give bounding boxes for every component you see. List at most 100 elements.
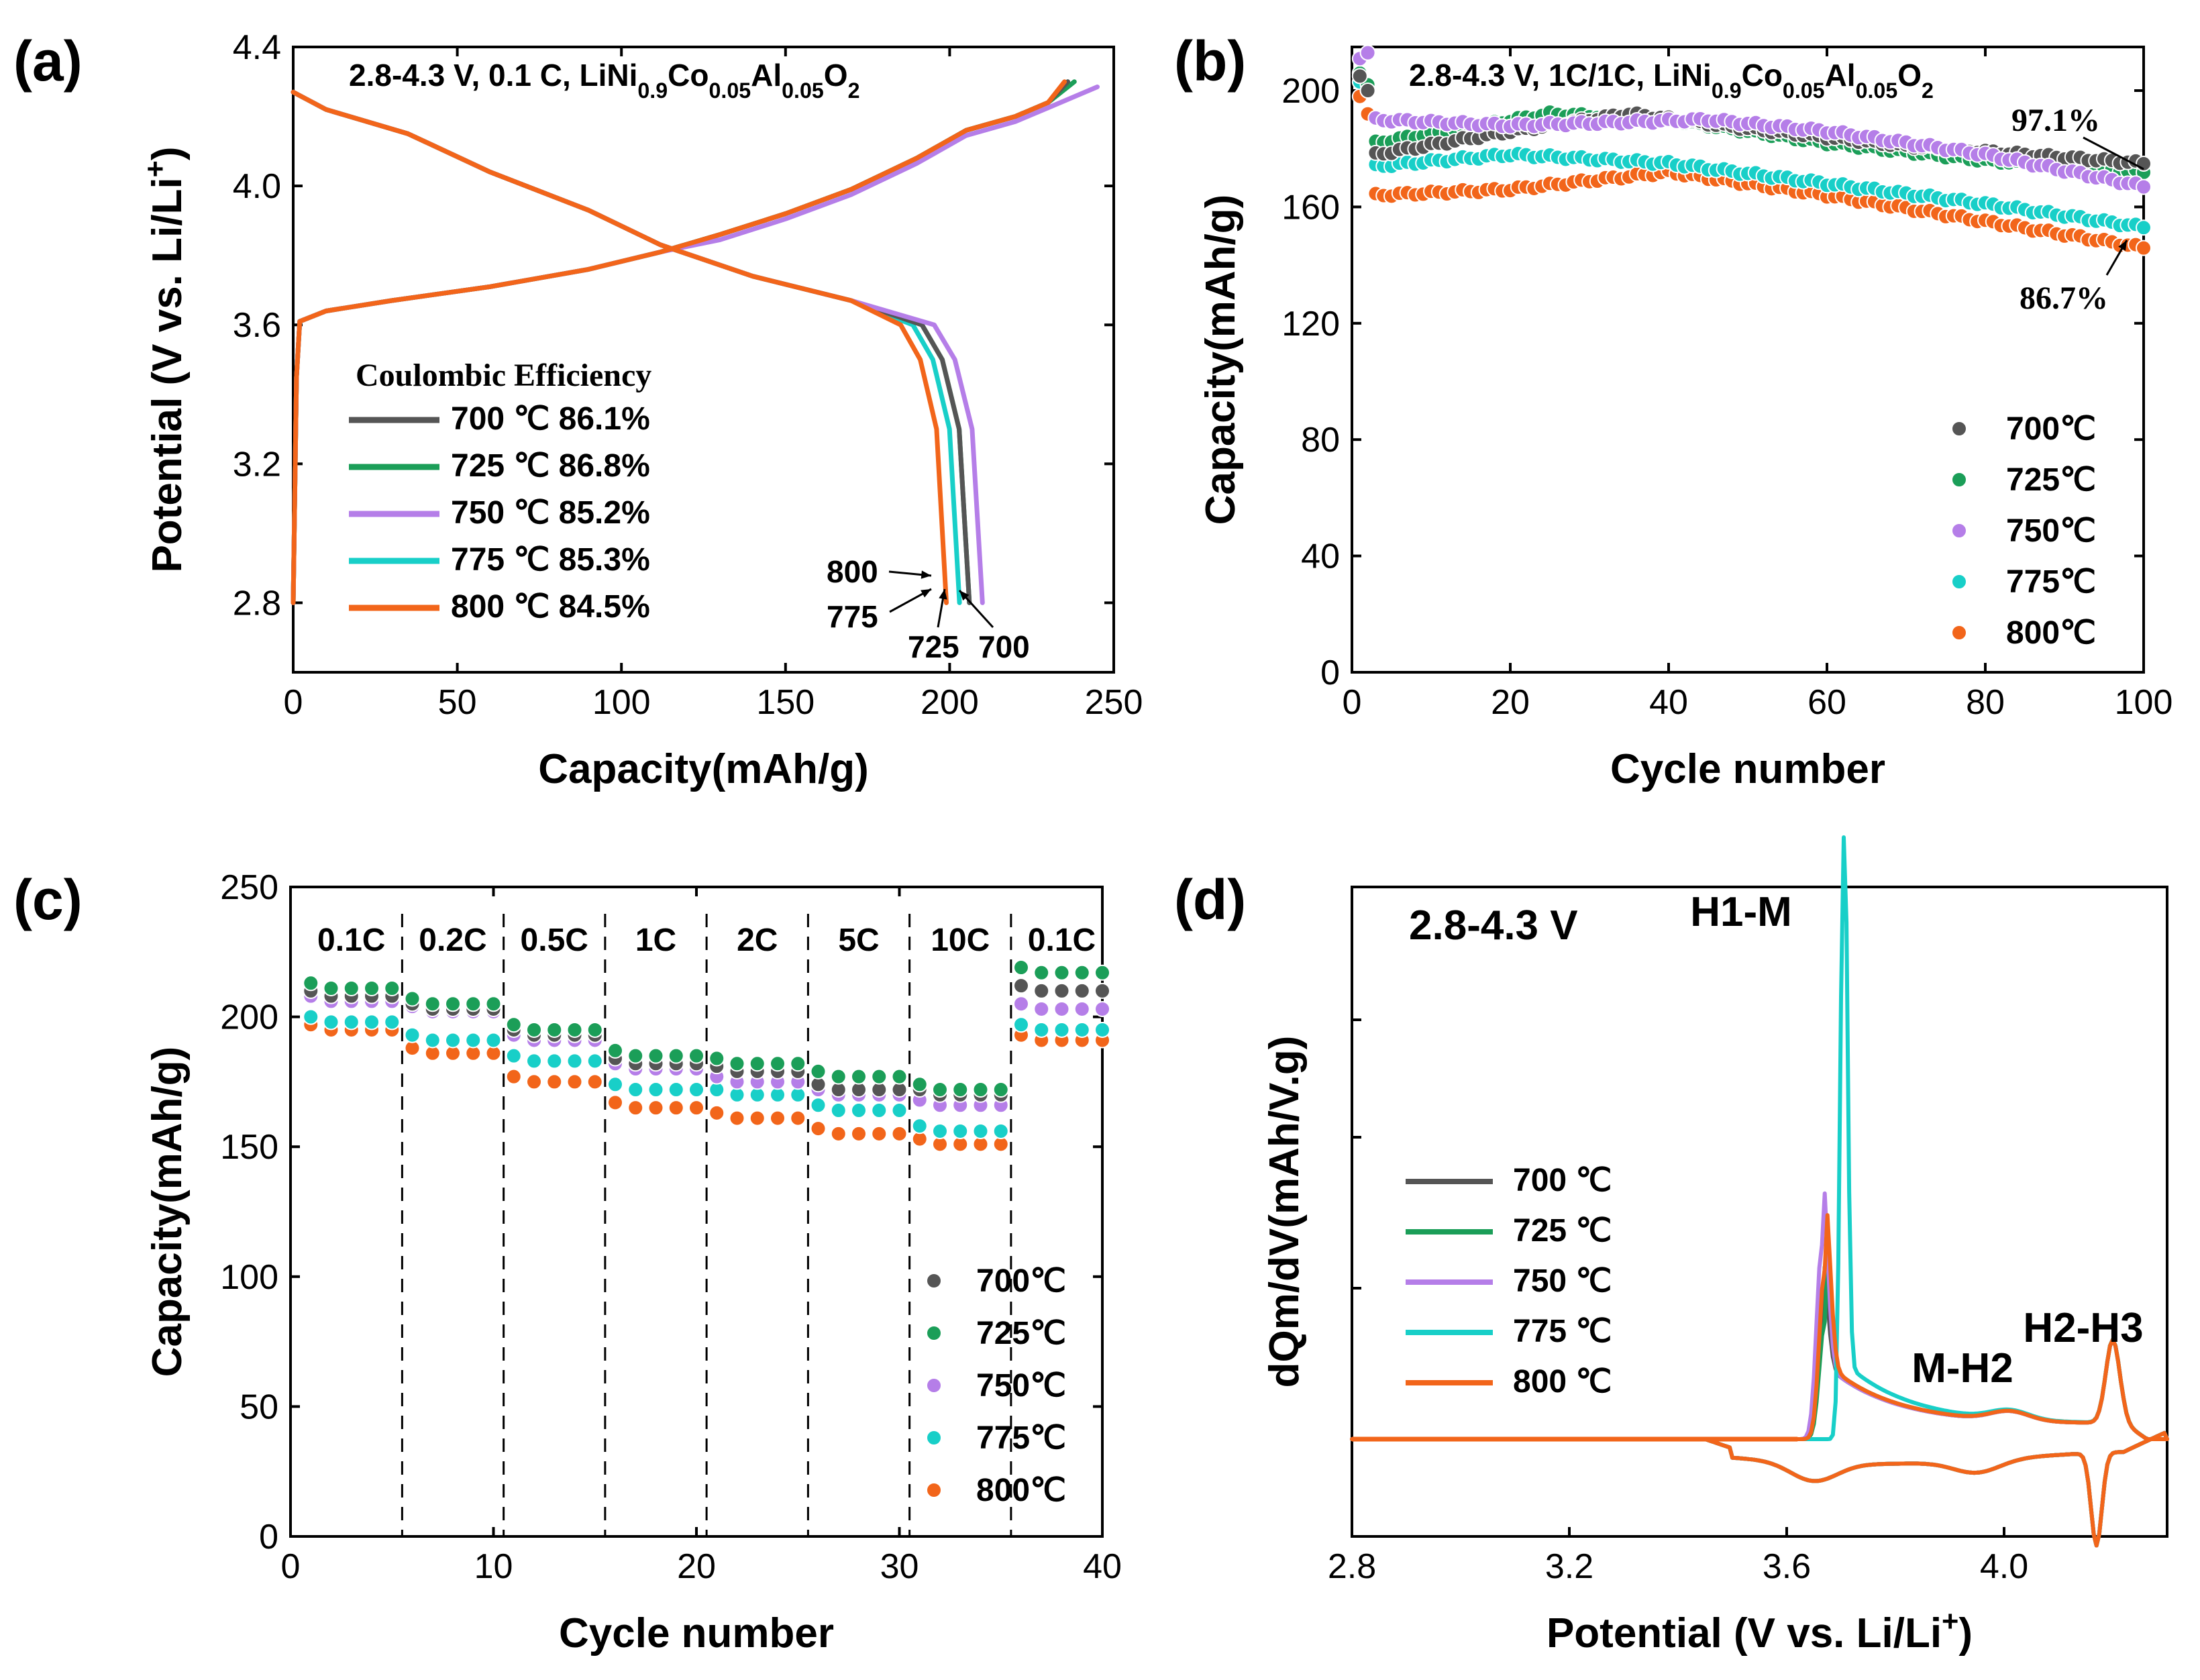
annotation-arrow-725-head xyxy=(939,589,947,600)
rate-point-800 xyxy=(770,1110,786,1126)
annotation-line-high xyxy=(2083,136,2144,170)
rate-point-725 xyxy=(1033,964,1050,981)
rate-point-725 xyxy=(445,996,461,1012)
rate-point-725 xyxy=(586,1021,603,1038)
rate-point-775 xyxy=(810,1097,827,1114)
rate-point-725 xyxy=(1094,964,1110,981)
rate-point-750 xyxy=(1033,1000,1050,1017)
rate-point-725 xyxy=(729,1055,745,1072)
y-axis-label-part: ) xyxy=(144,146,191,160)
rate-point-775 xyxy=(586,1053,603,1069)
rate-point-725 xyxy=(830,1068,847,1085)
y-tick-label: 200 xyxy=(1281,72,1340,111)
rate-label: 2C xyxy=(737,923,778,958)
y-tick-label: 2.8 xyxy=(233,584,281,623)
condition-label-part: O xyxy=(824,58,848,93)
discharge-dqdv-750 xyxy=(1350,1430,2169,1548)
legend-label-700: 700℃ xyxy=(2006,411,2096,447)
rate-point-725 xyxy=(546,1021,563,1038)
charge-curve-700 xyxy=(291,79,1070,605)
condition-label-part: Co xyxy=(668,58,709,93)
legend-label-700: 700℃ xyxy=(976,1263,1066,1299)
rate-point-775 xyxy=(647,1082,664,1098)
plot-frame xyxy=(292,46,1115,674)
rate-point-800 xyxy=(607,1094,623,1111)
legend-label-750: 750℃ xyxy=(2006,513,2096,549)
annotation-800: 800 xyxy=(827,554,878,589)
y-axis-label: Capacity(mAh/g) xyxy=(1198,195,1244,525)
condition-label-part: 0.05 xyxy=(709,78,751,103)
rate-point-775 xyxy=(668,1082,684,1098)
condition-label-part: 2.8-4.3 V, 1C/1C, LiNi xyxy=(1409,58,1712,93)
x-axis-label: Cycle number xyxy=(1610,746,1885,792)
legend-marker-800 xyxy=(926,1482,942,1498)
rate-point-725 xyxy=(709,1050,725,1067)
charge-dqdv-700 xyxy=(1350,1265,2169,1441)
condition-label-part: Al xyxy=(751,58,782,93)
rate-point-725 xyxy=(465,996,482,1012)
charge-curve-800 xyxy=(291,79,1067,605)
legend-label-800: 800℃ xyxy=(976,1473,1066,1508)
panel-label: (d) xyxy=(1174,868,1246,931)
rate-point-775 xyxy=(1094,1021,1110,1038)
y-tick-label: 0 xyxy=(1320,653,1340,692)
x-tick-label: 20 xyxy=(1491,683,1530,722)
rate-point-800 xyxy=(566,1073,583,1090)
rate-point-775 xyxy=(952,1122,969,1139)
x-tick-label: 100 xyxy=(2115,683,2173,722)
rate-point-775 xyxy=(627,1082,644,1098)
legend-label-800: 800 ℃ xyxy=(1513,1364,1612,1400)
legend-label-800: 800℃ xyxy=(2006,615,2096,651)
panel-label: (b) xyxy=(1174,30,1246,93)
plot-frame xyxy=(1351,46,2145,674)
rate-point-700 xyxy=(1033,982,1050,999)
rate-point-775 xyxy=(932,1122,948,1139)
rate-point-800 xyxy=(871,1125,888,1142)
rate-point-775 xyxy=(688,1082,704,1098)
x-axis-label: Cycle number xyxy=(559,1610,834,1657)
legend-marker-725 xyxy=(1951,472,1967,488)
panel-c: 0 10 20 30 40 0 50 100 150 200 250 Cycle number Capa… xyxy=(13,868,1122,1657)
x-tick-label: 150 xyxy=(756,683,815,722)
discharge-dqdv-800 xyxy=(1350,1430,2169,1548)
first-cycle-point-750 xyxy=(1359,44,1376,61)
y-tick-label: 0 xyxy=(259,1518,278,1557)
y-axis-label: Capacity(mAh/g) xyxy=(144,1047,191,1377)
rate-point-775 xyxy=(546,1053,563,1069)
legend-marker-750 xyxy=(926,1377,942,1394)
x-axis-label: Capacity(mAh/g) xyxy=(538,746,869,792)
condition-label-part: Co xyxy=(1742,58,1783,93)
legend-label-750: 750℃ xyxy=(976,1368,1066,1404)
rate-point-725 xyxy=(323,980,339,997)
rate-point-700 xyxy=(1094,982,1110,999)
y-axis-label: Potential (V vs. Li/Li+) xyxy=(140,146,191,572)
rate-point-775 xyxy=(992,1122,1009,1139)
annotation-775: 775 xyxy=(827,599,878,634)
x-tick-label: 100 xyxy=(592,683,651,722)
peak-label-m-h2: M-H2 xyxy=(1911,1345,2013,1392)
x-tick-label: 20 xyxy=(677,1547,716,1586)
rate-point-775 xyxy=(851,1102,867,1118)
legend-marker-775 xyxy=(1951,574,1967,590)
condition-label-part: 0.9 xyxy=(637,78,668,103)
y-tick-label: 50 xyxy=(240,1387,278,1426)
y-tick-label: 250 xyxy=(220,868,278,907)
rate-point-725 xyxy=(972,1082,989,1098)
legend-label-725: 725 ℃ xyxy=(1513,1213,1612,1249)
rate-point-775 xyxy=(343,1014,360,1031)
legend-marker-700 xyxy=(1951,421,1967,437)
rate-point-725 xyxy=(952,1082,969,1098)
rate-point-775 xyxy=(911,1118,928,1135)
rate-point-750 xyxy=(1094,1000,1110,1017)
x-tick-label: 4.0 xyxy=(1980,1547,2028,1586)
y-tick-label: 160 xyxy=(1281,188,1340,227)
x-tick-label: 200 xyxy=(921,683,979,722)
x-tick-label: 40 xyxy=(1083,1547,1122,1586)
rate-point-725 xyxy=(627,1047,644,1064)
x-tick-label: 250 xyxy=(1085,683,1143,722)
y-tick-label: 200 xyxy=(220,998,278,1037)
rate-point-775 xyxy=(364,1014,380,1031)
rate-point-775 xyxy=(485,1032,502,1049)
condition-label: 2.8-4.3 V, 0.1 C, LiNi0.9Co0.05Al0.05O2 xyxy=(349,58,859,103)
